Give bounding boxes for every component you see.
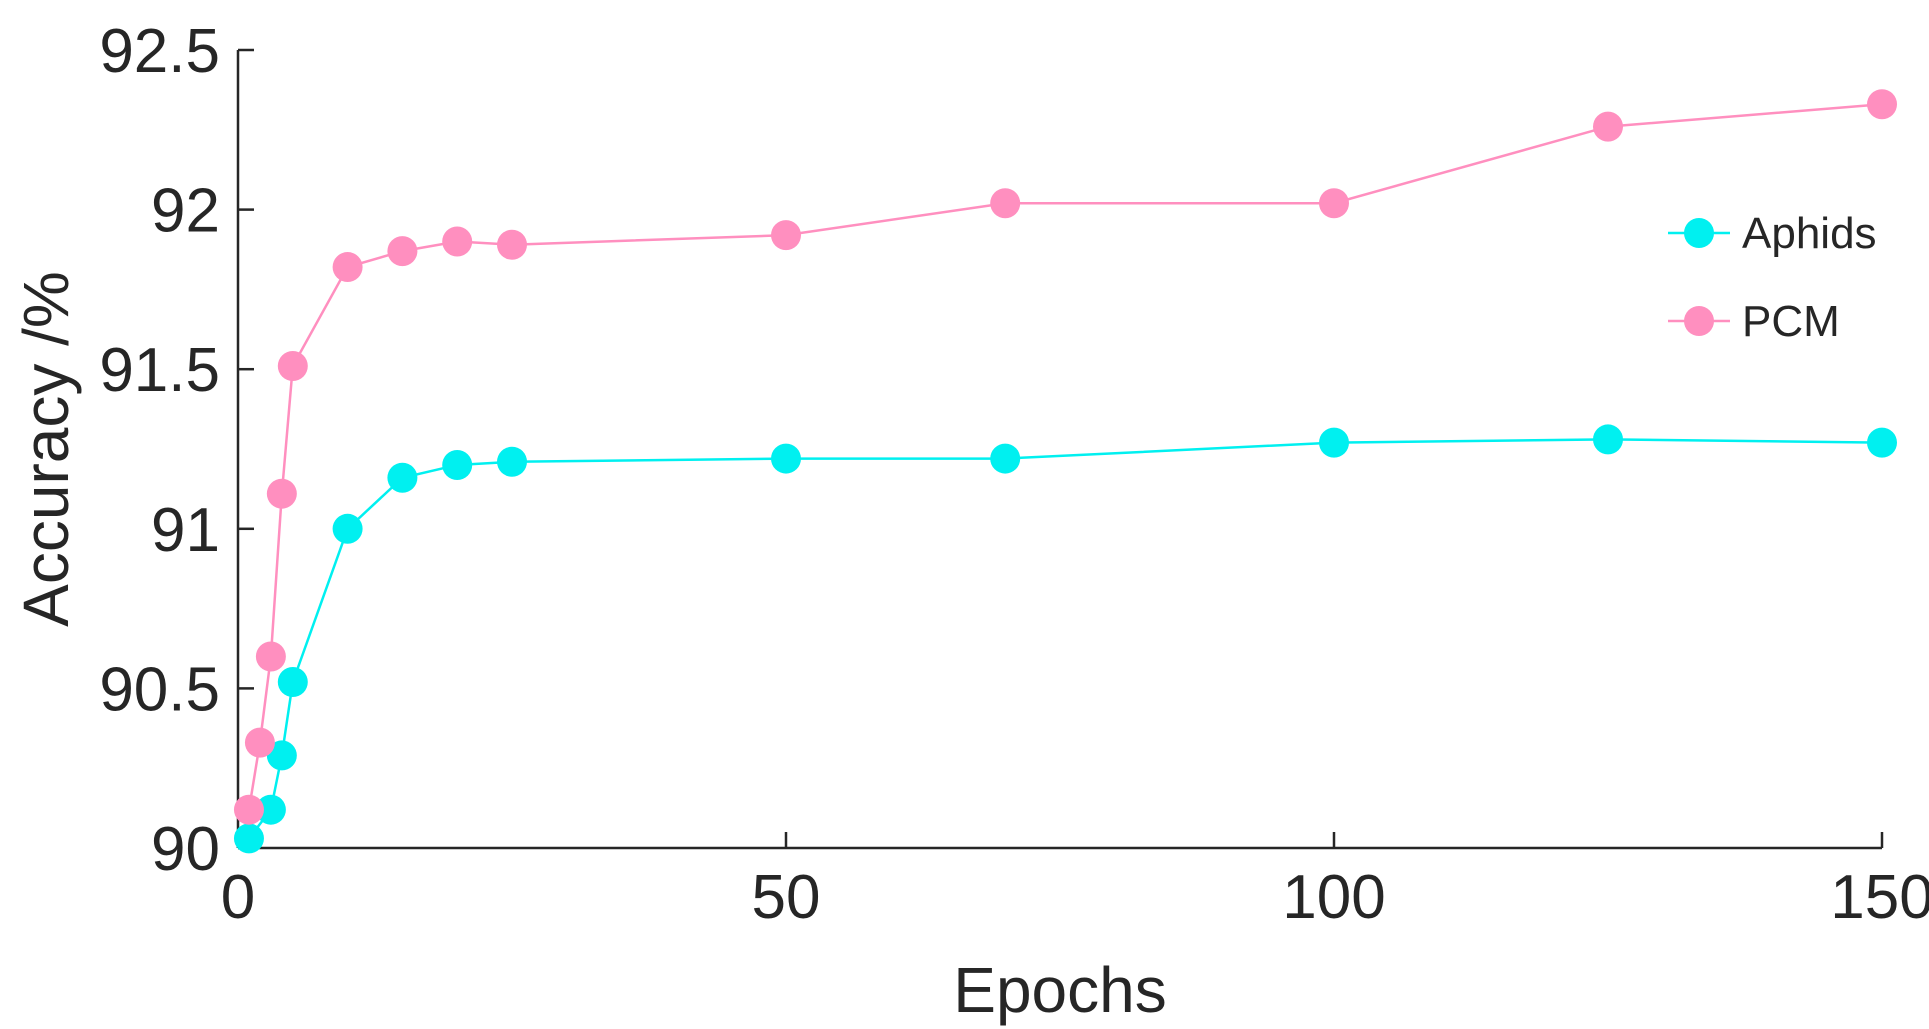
y-tick-label: 90.5: [99, 655, 220, 724]
data-point: [1593, 424, 1623, 455]
y-tick-label: 92: [151, 177, 220, 246]
data-point: [387, 236, 418, 267]
series-layer: [233, 89, 1897, 854]
legend-label: Aphids: [1742, 209, 1877, 258]
data-point: [233, 794, 264, 825]
x-tick-label: 150: [1830, 863, 1929, 932]
x-tick-label: 50: [752, 863, 821, 932]
data-point: [332, 252, 363, 283]
data-point: [255, 641, 286, 672]
axes: 90 90.5 91 91.5 92 92.5 0 50 100 150: [99, 17, 1929, 932]
data-point: [442, 449, 473, 480]
series-pcm: [233, 89, 1897, 825]
data-point: [771, 443, 801, 474]
legend-item: PCM: [1668, 297, 1840, 346]
data-point: [990, 188, 1021, 219]
data-point: [1319, 427, 1349, 458]
data-point: [771, 220, 801, 251]
series-line: [247, 438, 1883, 840]
data-point: [255, 794, 286, 825]
series-aphids: [233, 424, 1897, 854]
y-tick-label: 91.5: [99, 336, 220, 405]
data-point: [244, 727, 275, 758]
data-point: [497, 229, 527, 260]
data-point: [266, 740, 297, 771]
y-tick-label: 90: [151, 815, 220, 884]
legend-label: PCM: [1742, 297, 1840, 346]
data-point: [387, 462, 418, 493]
x-axis-title: Epochs: [953, 954, 1166, 1026]
x-tick-label: 100: [1282, 863, 1385, 932]
data-point: [1593, 111, 1623, 142]
data-point: [442, 226, 473, 257]
data-point: [1867, 427, 1897, 458]
y-tick-label: 92.5: [99, 17, 220, 86]
data-point: [277, 351, 308, 382]
legend: Aphids PCM: [1668, 209, 1877, 346]
data-point: [266, 478, 297, 509]
legend-item: Aphids: [1668, 209, 1877, 258]
data-point: [990, 443, 1021, 474]
x-tick-label: 0: [221, 863, 255, 932]
data-point: [233, 823, 264, 854]
data-point: [277, 667, 308, 698]
data-point: [497, 446, 527, 477]
legend-marker: [1684, 218, 1714, 248]
data-point: [332, 513, 363, 544]
legend-marker: [1684, 306, 1714, 336]
data-point: [1867, 89, 1897, 120]
y-axis-title: Accuracy /%: [10, 271, 82, 627]
series-line: [247, 103, 1883, 810]
data-point: [1319, 188, 1349, 219]
y-tick-label: 91: [151, 496, 220, 565]
